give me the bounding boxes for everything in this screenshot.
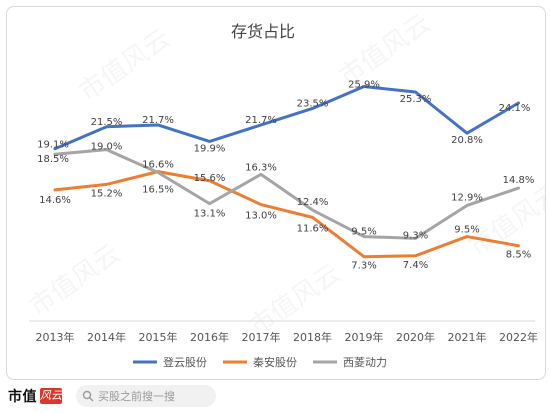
watermark-text: 市值风云 bbox=[24, 238, 126, 322]
data-label: 12.4% bbox=[297, 197, 329, 208]
data-label: 16.6% bbox=[142, 160, 174, 171]
search-box[interactable]: 买股之前搜一搜 bbox=[76, 385, 216, 407]
legend-label: 秦安股份 bbox=[253, 355, 297, 369]
data-label: 13.1% bbox=[194, 209, 226, 220]
data-label: 15.6% bbox=[194, 173, 226, 184]
data-label: 24.1% bbox=[499, 103, 531, 114]
data-label: 8.5% bbox=[506, 250, 531, 261]
data-label: 14.8% bbox=[503, 175, 535, 186]
data-label: 19.9% bbox=[194, 143, 226, 154]
data-label: 25.3% bbox=[400, 94, 432, 105]
series-lines bbox=[53, 85, 520, 259]
brand-logo: 市值 风云 bbox=[8, 386, 62, 406]
legend: 登云股份 秦安股份 西菱动力 bbox=[133, 355, 387, 369]
series-line-1 bbox=[53, 85, 520, 151]
data-label: 23.5% bbox=[297, 98, 329, 109]
data-label: 9.5% bbox=[454, 225, 479, 236]
search-icon bbox=[82, 390, 94, 402]
x-tick-label: 2021年 bbox=[448, 330, 487, 344]
data-label: 15.2% bbox=[91, 188, 123, 199]
chart-title: 存货占比 bbox=[231, 22, 295, 41]
data-label: 14.6% bbox=[39, 195, 71, 206]
data-label: 11.6% bbox=[297, 223, 329, 234]
data-label: 18.5% bbox=[37, 154, 69, 165]
x-tick-label: 2013年 bbox=[36, 330, 75, 344]
chart-panel: 市值风云 市值风云 市值风云 市值风云 市值风云 存货占比 2013年 2014年 2015… bbox=[6, 6, 546, 380]
x-tick-label: 2022年 bbox=[499, 330, 538, 344]
brand-name: 市值 bbox=[8, 389, 37, 405]
x-tick-label: 2014年 bbox=[87, 330, 126, 344]
data-label: 16.3% bbox=[245, 162, 277, 173]
search-placeholder: 买股之前搜一搜 bbox=[98, 390, 175, 403]
data-label: 19.0% bbox=[91, 142, 123, 153]
data-label: 9.3% bbox=[403, 230, 428, 241]
footer-bar: 市值 风云 买股之前搜一搜 bbox=[0, 380, 550, 413]
x-tick-label: 2020年 bbox=[396, 330, 435, 344]
data-labels: 19.1% 21.5% 21.7% 19.9% 21.7% 23.5% 25.9% 25.3%… bbox=[37, 80, 534, 272]
legend-label: 登云股份 bbox=[163, 355, 207, 369]
data-label: 19.1% bbox=[37, 140, 69, 151]
x-tick-label: 2016年 bbox=[190, 330, 229, 344]
brand-mark: 风云 bbox=[40, 388, 62, 404]
data-label: 21.7% bbox=[245, 115, 277, 126]
data-label: 21.7% bbox=[142, 115, 174, 126]
data-label: 13.0% bbox=[245, 211, 277, 222]
data-label: 16.5% bbox=[142, 185, 174, 196]
x-axis-ticks: 2013年 2014年 2015年 2016年 2017年 2018年 2019年 2020年… bbox=[36, 330, 539, 344]
x-tick-label: 2018年 bbox=[293, 330, 332, 344]
data-label: 7.4% bbox=[403, 260, 428, 271]
data-label: 21.5% bbox=[91, 117, 123, 128]
watermark-text: 市值风云 bbox=[74, 23, 176, 107]
data-label: 9.5% bbox=[351, 227, 376, 238]
data-label: 12.9% bbox=[451, 192, 483, 203]
data-label: 20.8% bbox=[451, 135, 483, 146]
series-line-3 bbox=[53, 148, 520, 240]
data-label: 25.9% bbox=[348, 80, 380, 91]
legend-label: 西菱动力 bbox=[343, 356, 387, 369]
data-label: 7.3% bbox=[351, 261, 376, 272]
series-line-2 bbox=[53, 170, 520, 259]
x-tick-label: 2017年 bbox=[242, 330, 281, 344]
watermark-text: 市值风云 bbox=[464, 178, 545, 262]
x-tick-label: 2015年 bbox=[139, 330, 178, 344]
x-tick-label: 2019年 bbox=[345, 330, 384, 344]
